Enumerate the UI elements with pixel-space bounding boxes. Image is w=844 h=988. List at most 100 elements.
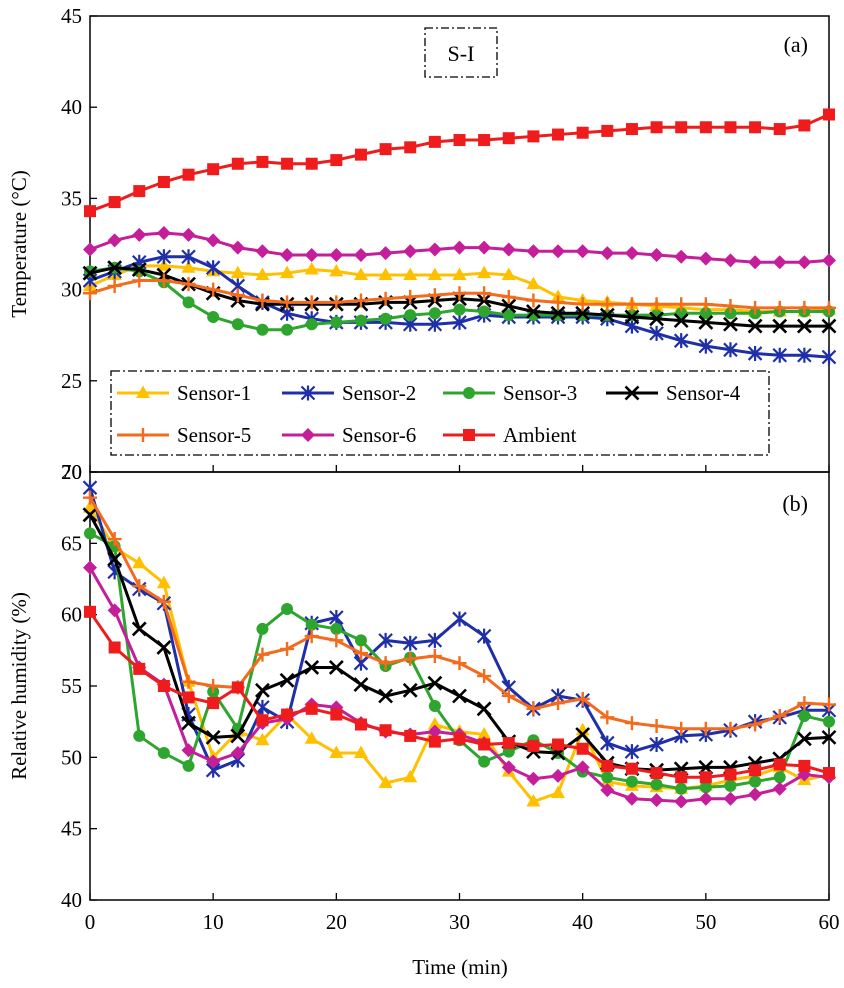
temperature-point-sensor-5 [329,295,344,310]
humidity-point-sensor-2 [624,744,640,760]
humidity-point-sensor-1 [551,785,566,798]
temperature-series-sensor-6 [83,226,836,270]
humidity-point-sensor-3 [305,618,318,631]
legend-item-sensor-5: Sensor-5 [117,423,251,447]
humidity-point-sensor-1 [132,555,147,569]
humidity-point-sensor-4 [107,551,123,567]
temperature-point-ambient [552,128,565,141]
humidity-point-ambient [256,714,269,727]
humidity-y-tick-label: 40 [61,888,82,912]
temperature-series [82,108,837,365]
temperature-point-sensor-3 [379,312,392,325]
temperature-point-sensor-3 [330,316,343,329]
humidity-point-ambient [749,764,762,777]
humidity-point-ambient [428,735,441,748]
temperature-point-sensor-1 [403,267,418,281]
humidity-point-sensor-1 [526,794,541,807]
humidity-point-sensor-6 [107,603,122,618]
temperature-point-sensor-5 [427,288,442,303]
humidity-point-sensor-1 [403,769,418,783]
humidity-point-ambient [478,738,491,751]
temperature-point-sensor-4 [624,309,640,325]
temperature-point-sensor-2 [797,347,812,363]
legend-marker [136,385,150,398]
legend-marker [624,385,640,401]
annotation-box [424,27,498,78]
humidity-point-ambient [773,758,786,771]
temperature-point-ambient [330,154,343,167]
temperature-point-sensor-6 [156,226,171,241]
humidity-point-sensor-6 [230,746,245,761]
temperature-point-sensor-3 [354,314,367,327]
temperature-point-sensor-4 [525,304,541,319]
temperature-point-sensor-4 [550,305,566,321]
temperature-y-axis-label: Temperature (°C) [7,170,31,317]
humidity-point-ambient [404,729,417,742]
temperature-point-sensor-6 [107,233,122,248]
temperature-point-ambient [379,143,392,156]
temperature-point-ambient [773,123,786,136]
temperature-point-sensor-1 [427,267,442,281]
temperature-point-sensor-6 [181,227,196,242]
temperature-point-sensor-5 [698,297,713,312]
legend-label: Ambient [503,423,577,447]
legend-label: Sensor-5 [177,423,251,447]
temperature-point-ambient [133,185,146,198]
legend-item-sensor-3: Sensor-3 [443,381,577,405]
humidity-point-sensor-5 [280,641,295,656]
temperature-point-sensor-1 [378,267,393,281]
temperature-y-axis: 20 25 30 35 40 45 [61,4,830,484]
temperature-point-ambient [625,123,638,136]
humidity-y-tick-label: 60 [61,603,82,627]
humidity-plot-frame [89,471,830,901]
humidity-point-ambient [601,759,614,772]
humidity-point-ambient [231,681,244,694]
humidity-point-sensor-5 [526,701,541,716]
legend-label: Sensor-4 [666,381,741,405]
humidity-point-sensor-1 [477,727,492,740]
humidity-point-sensor-3 [749,775,762,788]
temperature-point-sensor-1 [230,265,245,279]
humidity-point-sensor-6 [772,781,787,796]
temperature-point-sensor-2 [747,345,763,361]
humidity-point-ambient [453,732,466,745]
humidity-point-sensor-4 [181,715,196,731]
humidity-point-ambient [650,767,663,780]
humidity-point-sensor-5 [748,717,763,732]
legend-label: Sensor-1 [177,381,251,405]
humidity-point-sensor-3 [601,771,614,784]
humidity-series [82,480,837,809]
temperature-point-sensor-6 [501,242,516,257]
humidity-point-sensor-2 [649,736,664,752]
humidity-point-sensor-4 [131,621,147,637]
humidity-point-sensor-6 [624,791,639,806]
humidity-point-sensor-4 [82,507,98,523]
humidity-point-sensor-5 [674,721,689,736]
temperature-point-sensor-3 [404,309,417,322]
x-tick-label: 60 [819,910,840,934]
temperature-point-sensor-1 [304,262,319,275]
temperature-point-sensor-5 [797,300,812,315]
temperature-point-sensor-2 [649,325,664,341]
humidity-point-sensor-5 [723,721,738,736]
humidity-point-ambient [281,708,294,721]
humidity-point-sensor-5 [772,708,787,723]
temperature-point-sensor-3 [724,307,737,320]
humidity-point-ambient [182,691,195,704]
humidity-point-sensor-4 [378,688,394,704]
temperature-point-sensor-5 [477,286,492,301]
temperature-point-ambient [453,134,466,147]
temperature-point-sensor-3 [207,310,220,323]
humidity-point-sensor-5 [452,656,467,671]
humidity-point-sensor-5 [378,656,393,671]
temperature-point-sensor-5 [378,291,393,306]
humidity-point-sensor-3 [256,622,269,635]
humidity-point-sensor-5 [403,651,418,666]
temperature-point-ambient [502,132,515,145]
temperature-point-sensor-4 [772,318,788,334]
humidity-point-sensor-1 [378,775,393,789]
humidity-point-sensor-4 [205,729,221,745]
humidity-point-ambient [305,702,318,715]
temperature-point-sensor-6 [797,255,812,270]
temperature-y-tick-label: 45 [61,4,82,28]
